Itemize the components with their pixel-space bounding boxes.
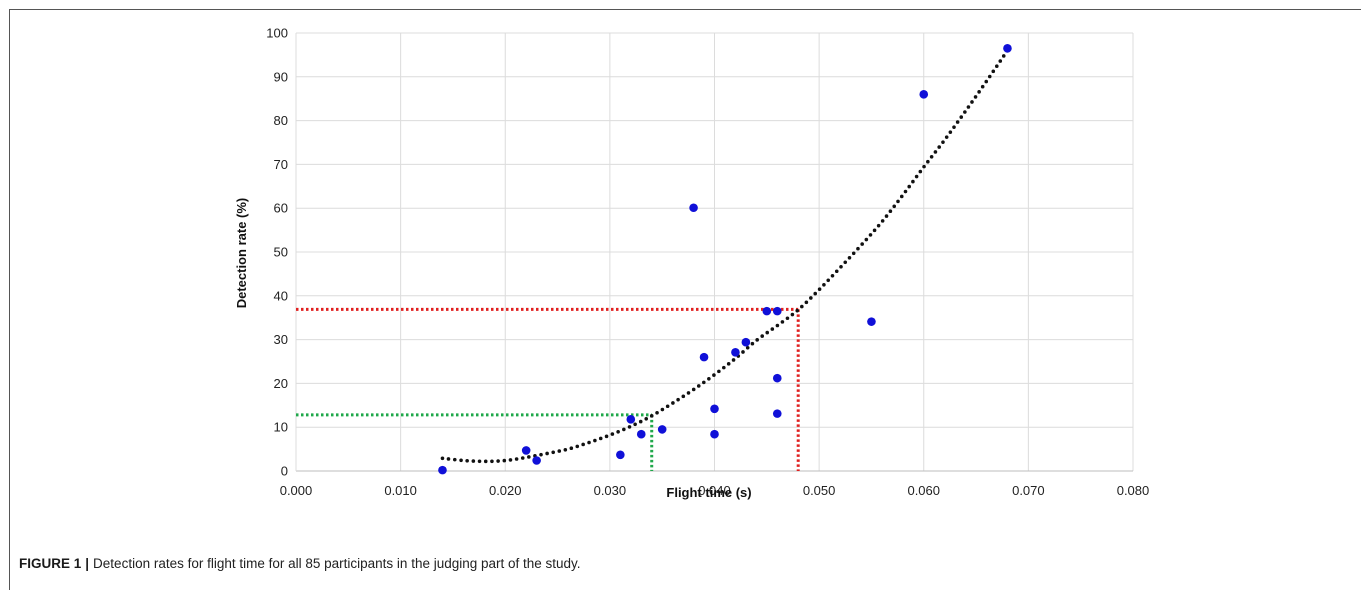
data-point (699, 352, 709, 362)
x-tick-label: 0.020 (489, 483, 522, 498)
data-point (626, 415, 636, 424)
figure-frame (9, 9, 1361, 590)
y-tick-label: 20 (274, 376, 288, 391)
y-tick-label: 50 (274, 245, 288, 260)
x-tick-label: 0.050 (803, 483, 836, 498)
data-point (616, 450, 625, 460)
data-point (1003, 44, 1012, 53)
y-tick-label: 100 (266, 26, 288, 41)
x-axis-title: Flight time (s) (666, 485, 751, 500)
y-tick-label: 60 (274, 201, 288, 216)
data-point (731, 348, 740, 357)
data-point (772, 373, 782, 383)
x-tick-label: 0.070 (1012, 483, 1045, 498)
data-point (867, 317, 876, 326)
data-points (438, 44, 1012, 475)
data-point (772, 409, 782, 418)
x-tick-label: 0.030 (594, 483, 627, 498)
y-tick-label: 30 (274, 332, 288, 347)
trendline-curve (440, 48, 1010, 464)
reference-lines (296, 307, 800, 471)
figure-caption: FIGURE 1 | Detection rates for flight time… (19, 556, 581, 571)
y-axis-title: Detection rate (%) (234, 198, 249, 309)
y-tick-label: 90 (274, 69, 288, 84)
data-point (741, 337, 751, 347)
data-point (919, 90, 929, 99)
caption-separator: | (85, 556, 90, 571)
data-point (710, 429, 719, 439)
data-point (710, 404, 719, 414)
trendline (440, 48, 1010, 464)
data-point (532, 456, 541, 465)
y-tick-label: 80 (274, 113, 288, 128)
data-point (772, 306, 782, 316)
x-tick-label: 0.060 (907, 483, 940, 498)
axes (295, 33, 1133, 472)
data-point (657, 425, 667, 434)
y-tick-label: 0 (281, 464, 288, 479)
data-point (636, 429, 646, 439)
data-point (689, 203, 698, 213)
data-point (762, 306, 772, 316)
x-tick-label: 0.080 (1117, 483, 1150, 498)
y-tick-label: 70 (274, 157, 288, 172)
y-tick-label: 40 (274, 288, 288, 303)
data-point (438, 465, 447, 475)
x-tick-label: 0.000 (280, 483, 313, 498)
grid-lines (296, 32, 1134, 471)
x-tick-label: 0.040 (698, 483, 731, 498)
tick-labels: 0.000 0.010 0.020 0.030 0.040 0.050 0.060 0.070… (266, 26, 1149, 499)
caption-text: Detection rates for flight time for all … (93, 556, 581, 571)
data-point (521, 446, 531, 455)
caption-label: FIGURE 1 (19, 556, 82, 571)
x-tick-label: 0.010 (384, 483, 417, 498)
y-tick-label: 10 (274, 420, 288, 435)
